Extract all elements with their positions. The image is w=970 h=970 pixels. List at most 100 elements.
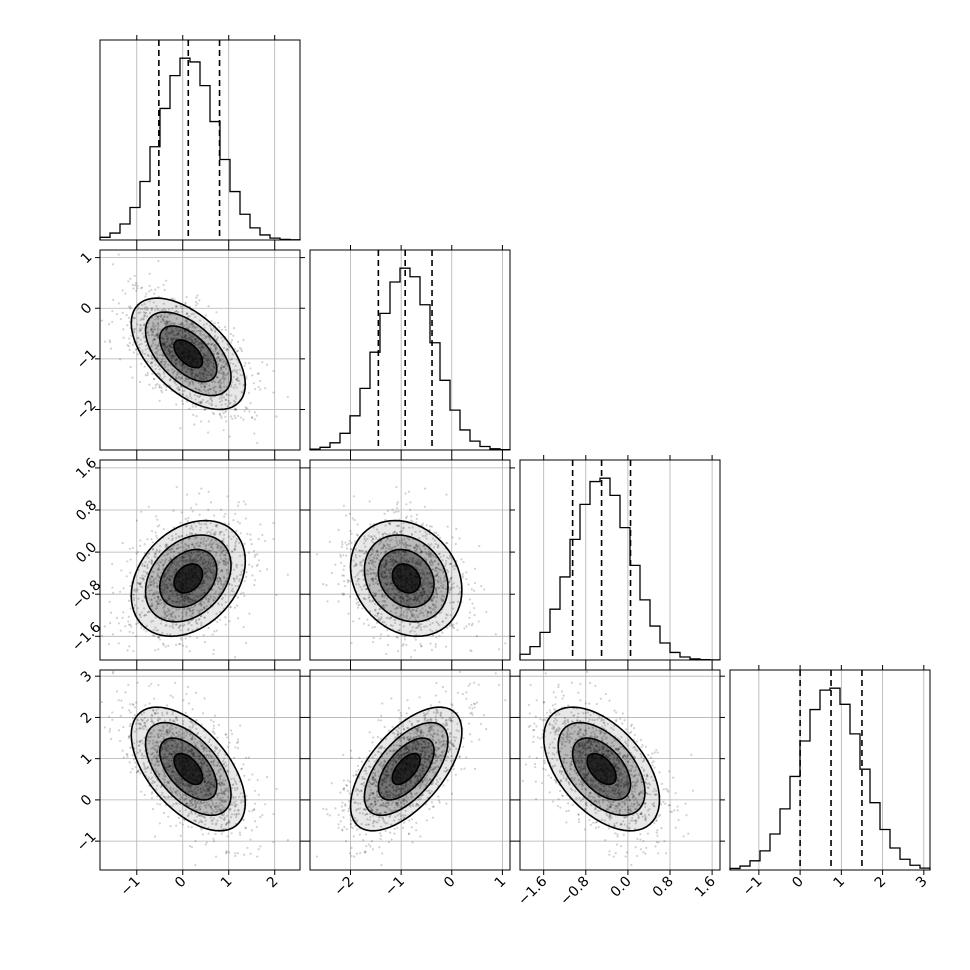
- sample-point: [214, 385, 217, 388]
- sample-point: [215, 352, 218, 355]
- sample-point: [438, 623, 441, 627]
- sample-point: [199, 401, 202, 404]
- sample-point: [164, 585, 167, 588]
- y-tick-label: 1.6: [73, 455, 100, 482]
- sample-point: [190, 598, 193, 601]
- sample-point: [224, 616, 227, 619]
- sample-point: [175, 333, 178, 336]
- sample-point: [212, 364, 215, 368]
- sample-point: [183, 602, 187, 605]
- sample-point: [169, 564, 172, 567]
- sample-point: [215, 376, 218, 379]
- sample-point: [430, 648, 434, 651]
- sample-point: [225, 552, 228, 555]
- sample-point: [199, 608, 202, 611]
- sample-point: [261, 361, 264, 364]
- sample-point: [163, 604, 166, 607]
- sample-point: [138, 614, 142, 617]
- sample-point: [238, 382, 241, 385]
- sample-point: [168, 578, 171, 581]
- panel-frame: [99, 249, 301, 451]
- sample-point: [142, 311, 145, 314]
- sample-point: [160, 386, 163, 389]
- sample-point: [199, 376, 202, 379]
- sample-point: [162, 575, 166, 578]
- sample-point: [151, 325, 154, 328]
- sample-point: [203, 369, 206, 372]
- sample-point: [125, 314, 128, 317]
- sample-point: [212, 572, 216, 575]
- sample-point: [161, 581, 164, 584]
- sample-point: [209, 355, 212, 358]
- sample-point: [147, 610, 150, 613]
- sample-point: [210, 549, 213, 552]
- sample-point: [174, 304, 178, 308]
- sample-point: [127, 345, 130, 348]
- sample-point: [185, 608, 188, 611]
- sample-point: [234, 564, 238, 567]
- sample-point: [192, 606, 195, 609]
- sample-point: [178, 388, 181, 391]
- sample-point: [414, 565, 417, 568]
- sample-point: [257, 559, 260, 562]
- sample-point: [196, 560, 199, 563]
- sample-point: [198, 513, 201, 516]
- sample-point: [174, 623, 178, 626]
- sample-point: [193, 560, 197, 563]
- sample-point: [384, 582, 387, 585]
- sample-point: [216, 559, 219, 562]
- sample-point: [261, 533, 264, 537]
- sample-point: [463, 627, 466, 630]
- sample-point: [180, 329, 183, 332]
- sample-point: [235, 378, 238, 381]
- sample-point: [165, 346, 168, 349]
- sample-point: [170, 538, 173, 542]
- sample-point: [163, 347, 166, 350]
- sample-point: [150, 354, 153, 357]
- sample-point: [145, 571, 148, 574]
- sample-point: [259, 569, 262, 573]
- sample-point: [138, 380, 142, 384]
- sample-point: [204, 572, 208, 575]
- sample-point: [402, 544, 406, 547]
- sample-point: [177, 535, 180, 538]
- sample-point: [210, 319, 213, 323]
- sample-point: [186, 611, 189, 615]
- sample-point: [212, 648, 215, 651]
- sample-point: [103, 726, 106, 729]
- sample-point: [185, 547, 188, 550]
- sample-point: [435, 636, 438, 639]
- sample-point: [139, 329, 143, 332]
- sample-point: [156, 572, 159, 575]
- sample-point: [156, 336, 159, 339]
- sample-point: [242, 338, 245, 341]
- sample-point: [158, 550, 161, 554]
- sample-point: [216, 547, 219, 550]
- sample-point: [163, 288, 166, 292]
- sample-point: [207, 600, 210, 603]
- sample-point: [204, 548, 207, 551]
- sample-point: [235, 529, 238, 533]
- sample-point: [159, 544, 162, 548]
- sample-point: [232, 362, 235, 366]
- sample-point: [159, 622, 163, 625]
- sample-point: [150, 604, 153, 607]
- sample-point: [428, 607, 432, 610]
- sample-point: [156, 322, 159, 325]
- sample-point: [169, 331, 173, 335]
- sample-point: [144, 704, 147, 707]
- sample-point: [358, 555, 361, 558]
- sample-point: [109, 611, 113, 614]
- sample-point: [196, 622, 199, 625]
- sample-point: [155, 515, 158, 518]
- sample-point: [177, 310, 180, 314]
- sample-point: [208, 336, 211, 339]
- sample-point: [171, 594, 174, 597]
- sample-point: [194, 368, 197, 372]
- sample-point: [155, 590, 158, 593]
- sample-point: [165, 319, 168, 322]
- sample-point: [148, 560, 151, 563]
- sample-point: [230, 341, 233, 344]
- sample-point: [162, 606, 165, 610]
- sample-point: [222, 381, 225, 384]
